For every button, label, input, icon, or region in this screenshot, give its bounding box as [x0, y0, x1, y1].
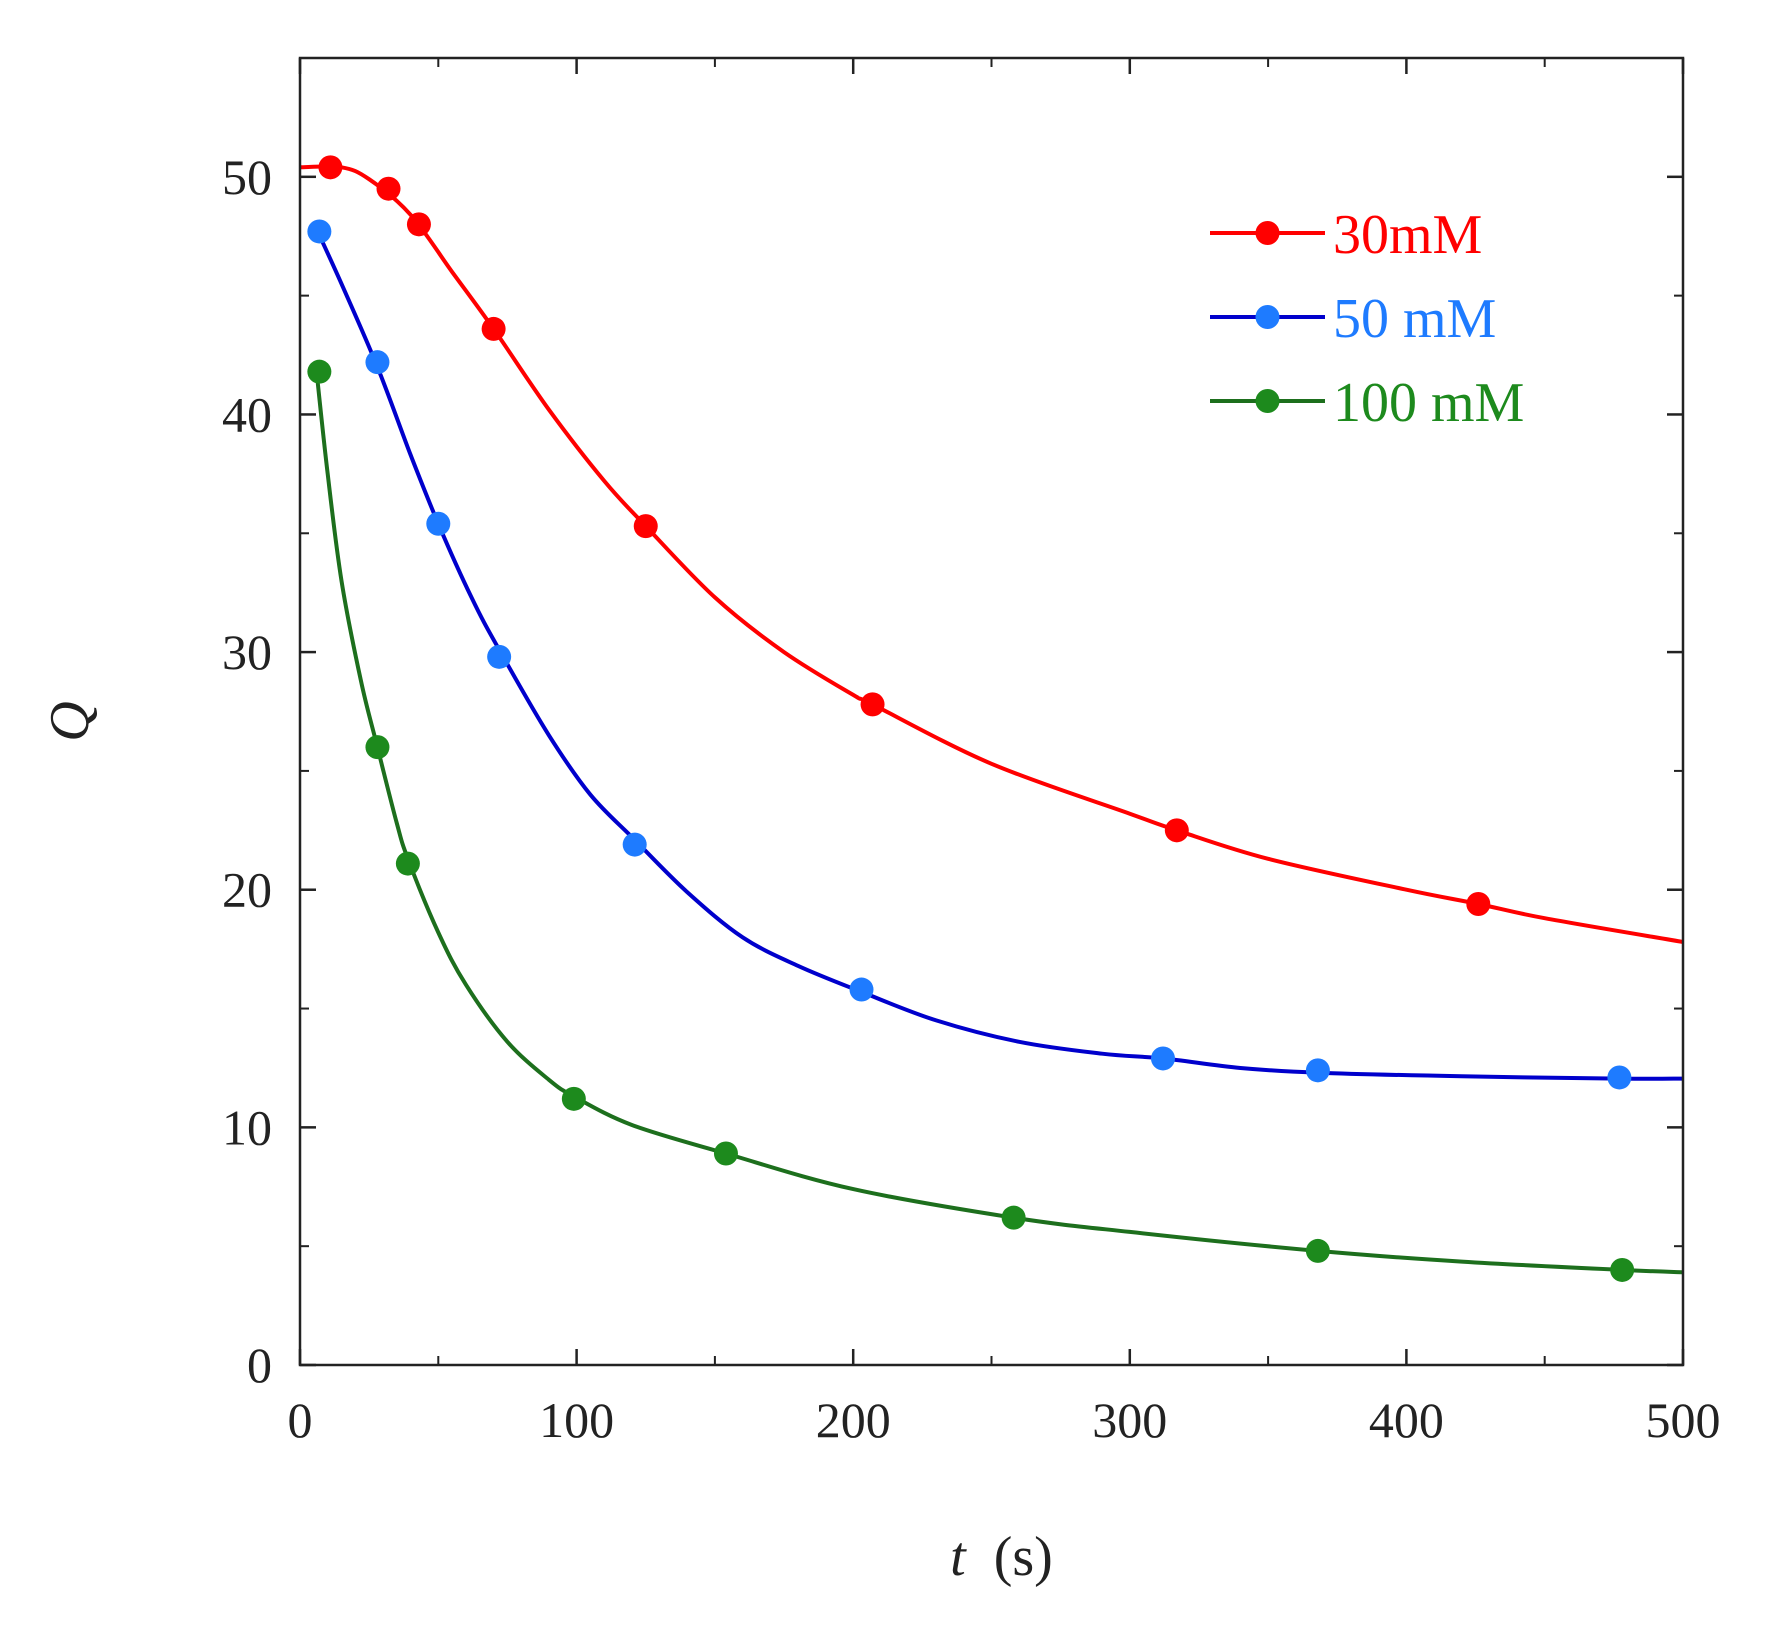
x-axis-title: t (s) [950, 1526, 1053, 1588]
y-axis-title: Q [39, 701, 101, 741]
data-point [1150, 1046, 1175, 1071]
fit-curve [314, 228, 1684, 1081]
legend-marker [1255, 389, 1280, 413]
y-tick-label: 0 [247, 1337, 272, 1393]
data-point [481, 316, 506, 341]
data-point [406, 212, 431, 237]
data-point [487, 644, 512, 669]
legend-marker [1255, 221, 1280, 245]
data-point [561, 1086, 586, 1111]
data-point [307, 219, 332, 244]
legend-entry-1: 50 mM [1210, 288, 1496, 350]
x-tick-label: 300 [1092, 1392, 1167, 1448]
y-tick-label: 50 [222, 149, 272, 205]
x-tick-label: 0 [288, 1392, 313, 1448]
data-point [365, 350, 390, 375]
data-point [849, 977, 874, 1002]
data-point [1164, 818, 1189, 843]
data-point [1305, 1058, 1330, 1083]
x-tick-label: 200 [816, 1392, 891, 1448]
data-point [318, 155, 343, 180]
legend: 30mM 50 mM 100 mM [1210, 204, 1524, 434]
data-point [376, 176, 401, 201]
data-point [860, 692, 885, 717]
data-point [622, 832, 647, 857]
x-tick-label: 400 [1369, 1392, 1444, 1448]
series-layer [299, 155, 1684, 1282]
data-point [1466, 891, 1491, 916]
legend-entry-2: 100 mM [1210, 372, 1524, 434]
data-point [633, 514, 658, 539]
fit-curve [299, 164, 1684, 944]
series-1 [307, 219, 1684, 1090]
data-point [307, 359, 332, 384]
y-tick-label: 30 [222, 624, 272, 680]
x-tick-label: 500 [1646, 1392, 1721, 1448]
y-tick-labels: 0 10 20 30 40 50 [222, 149, 272, 1393]
legend-label: 50 mM [1333, 288, 1496, 350]
data-point [1001, 1205, 1026, 1230]
legend-marker [1255, 305, 1280, 329]
series-2 [307, 359, 1684, 1282]
data-point [395, 851, 420, 876]
data-point [426, 511, 451, 536]
legend-label: 100 mM [1333, 372, 1524, 434]
x-axis-unit: (s) [994, 1526, 1053, 1588]
y-tick-label: 10 [222, 1099, 272, 1155]
series-0 [299, 155, 1684, 944]
y-tick-label: 40 [222, 386, 272, 442]
legend-entry-0: 30mM [1210, 204, 1482, 266]
data-point [1607, 1065, 1632, 1090]
plot-frame [298, 56, 1685, 1367]
y-tick-label: 20 [222, 862, 272, 918]
data-point [713, 1141, 738, 1166]
x-tick-label: 100 [539, 1392, 614, 1448]
data-point [1610, 1257, 1635, 1282]
data-point [1305, 1238, 1330, 1263]
data-point [365, 735, 390, 760]
x-tick-labels: 0 100 200 300 400 500 [288, 1392, 1721, 1448]
legend-label: 30mM [1333, 204, 1482, 266]
x-axis-variable: t [950, 1526, 967, 1588]
